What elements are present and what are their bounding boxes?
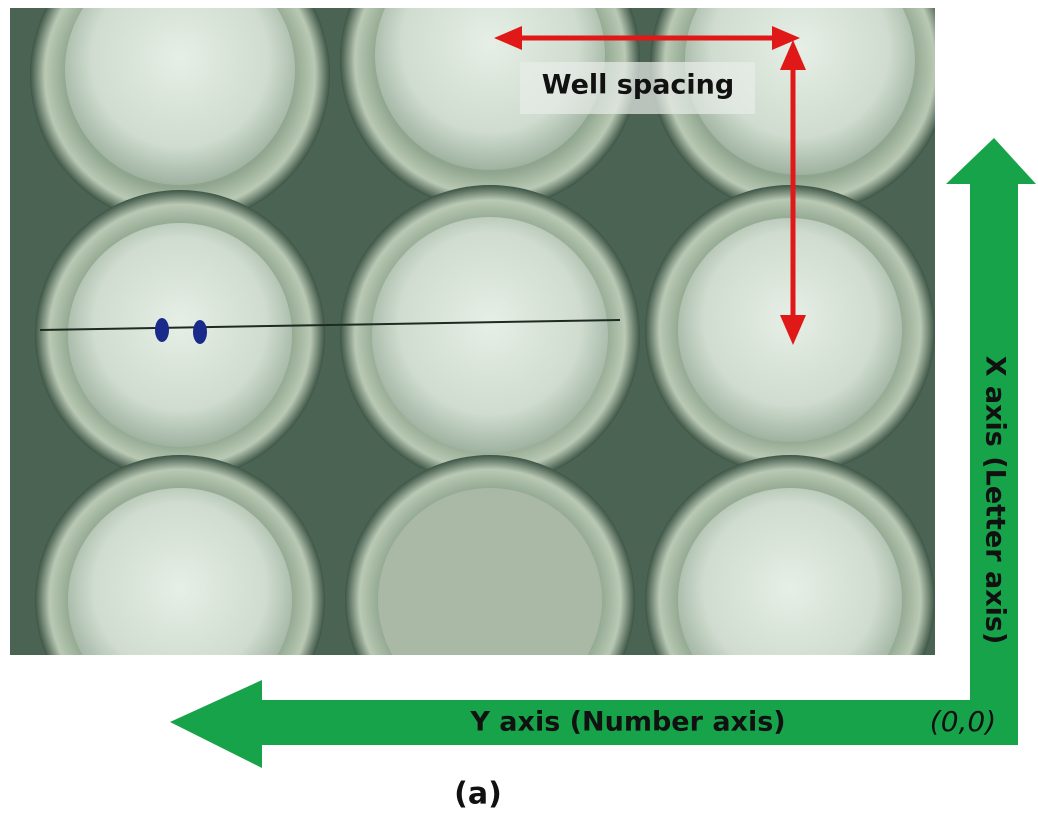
well-spacing-label: Well spacing — [542, 70, 734, 101]
ink-mark — [193, 320, 207, 344]
well-plate-photo — [10, 0, 950, 745]
ink-mark — [155, 318, 169, 342]
figure: Well spacing Y axis (Number axis) (0,0) … — [0, 0, 1038, 814]
x-axis-label: X axis (Letter axis) — [980, 356, 1011, 645]
wells — [30, 0, 950, 745]
origin-label: (0,0) — [930, 705, 996, 738]
caption: (a) — [454, 777, 502, 812]
y-axis-label: Y axis (Number axis) — [469, 707, 785, 738]
